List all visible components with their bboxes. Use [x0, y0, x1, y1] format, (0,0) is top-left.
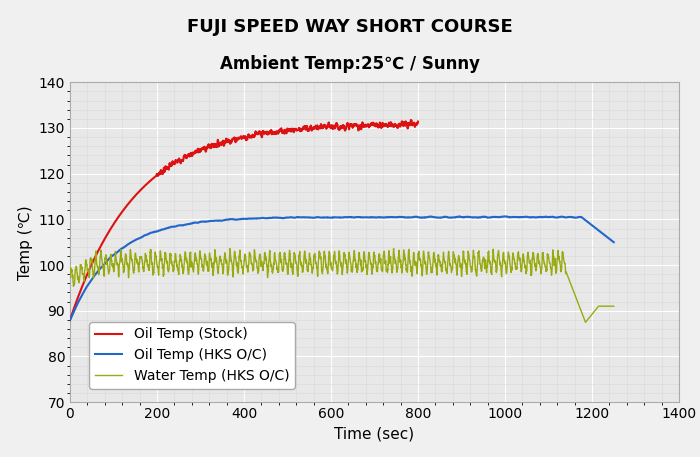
Water Temp (HKS O/C) — [160, 261, 169, 267]
Line: Water Temp (HKS O/C): Water Temp (HKS O/C) — [70, 249, 614, 322]
Water Temp (HKS O/C) — [581, 319, 589, 325]
Text: FUJI SPEED WAY SHORT COURSE: FUJI SPEED WAY SHORT COURSE — [187, 18, 513, 36]
Oil Temp (HKS O/C) — [77, 294, 85, 300]
Line: Oil Temp (HKS O/C): Oil Temp (HKS O/C) — [70, 216, 614, 320]
X-axis label: Time (sec): Time (sec) — [335, 426, 414, 441]
Water Temp (HKS O/C) — [66, 275, 74, 281]
Oil Temp (Stock) — [235, 136, 244, 141]
Oil Temp (Stock) — [404, 124, 412, 130]
Water Temp (HKS O/C) — [389, 246, 398, 251]
Water Temp (HKS O/C) — [540, 261, 549, 267]
Water Temp (HKS O/C) — [610, 303, 618, 309]
Oil Temp (HKS O/C) — [552, 215, 560, 220]
Y-axis label: Temp (℃): Temp (℃) — [18, 205, 33, 280]
Oil Temp (Stock) — [340, 125, 348, 130]
Oil Temp (HKS O/C) — [531, 215, 540, 220]
Water Temp (HKS O/C) — [298, 265, 307, 270]
Oil Temp (HKS O/C) — [369, 215, 377, 220]
Text: Ambient Temp:25℃ / Sunny: Ambient Temp:25℃ / Sunny — [220, 55, 480, 73]
Water Temp (HKS O/C) — [274, 270, 283, 275]
Oil Temp (Stock) — [226, 141, 234, 146]
Water Temp (HKS O/C) — [599, 303, 608, 309]
Oil Temp (HKS O/C) — [276, 215, 285, 221]
Oil Temp (HKS O/C) — [66, 318, 74, 323]
Oil Temp (Stock) — [414, 119, 422, 124]
Oil Temp (Stock) — [403, 126, 412, 131]
Oil Temp (HKS O/C) — [509, 214, 517, 220]
Oil Temp (Stock) — [407, 117, 415, 122]
Oil Temp (HKS O/C) — [455, 213, 463, 219]
Oil Temp (Stock) — [83, 271, 92, 276]
Oil Temp (Stock) — [66, 317, 74, 323]
Oil Temp (HKS O/C) — [610, 239, 618, 245]
Legend: Oil Temp (Stock), Oil Temp (HKS O/C), Water Temp (HKS O/C): Oil Temp (Stock), Oil Temp (HKS O/C), Wa… — [89, 322, 295, 389]
Line: Oil Temp (Stock): Oil Temp (Stock) — [70, 120, 418, 320]
Water Temp (HKS O/C) — [128, 257, 136, 262]
